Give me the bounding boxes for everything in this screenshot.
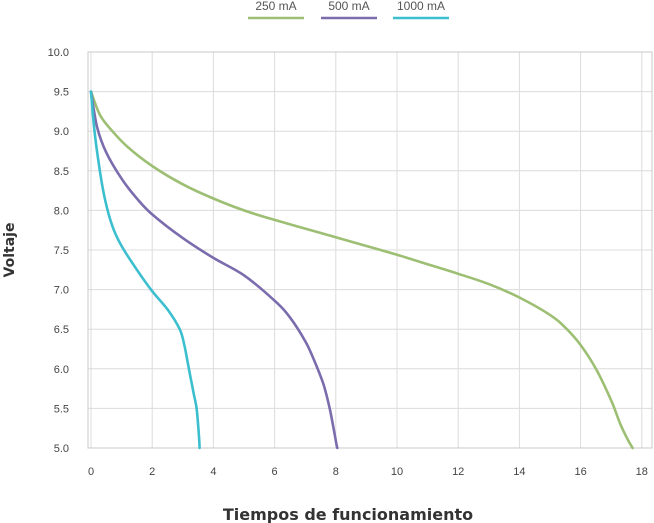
legend: 250 mA 500 mA 1000 mA (248, 0, 449, 20)
x-tick-label: 12 (452, 466, 464, 478)
y-tick-label: 6.0 (54, 364, 69, 376)
series-line (89, 90, 201, 450)
y-tick-label: 5.0 (54, 443, 69, 455)
x-tick-label: 2 (149, 466, 155, 478)
series-layer (89, 90, 634, 450)
y-tick-label: 8.5 (54, 166, 69, 178)
y-tick-label: 8.0 (54, 205, 69, 217)
y-tick-label: 7.5 (54, 245, 69, 257)
x-tick-labels: 0 2 4 6 8 10 12 14 16 18 (88, 466, 648, 478)
y-tick-label: 10.0 (48, 47, 69, 59)
grid (88, 51, 652, 449)
y-tick-labels: 5.0 5.5 6.0 6.5 7.0 7.5 8.0 8.5 9.0 9.5 10.0 (48, 47, 69, 455)
y-tick-label: 5.5 (54, 403, 69, 415)
plot-frame (87, 51, 653, 449)
x-tick-label: 6 (272, 466, 278, 478)
legend-label: 1000 mA (397, 0, 445, 13)
legend-label: 250 mA (255, 0, 296, 13)
y-tick-label: 9.5 (54, 87, 69, 99)
x-tick-label: 10 (391, 466, 403, 478)
x-tick-label: 0 (88, 466, 94, 478)
y-tick-label: 7.0 (54, 285, 69, 297)
series-line (89, 90, 339, 450)
x-tick-label: 18 (636, 466, 648, 478)
legend-label: 500 mA (328, 0, 369, 13)
x-tick-label: 14 (513, 466, 525, 478)
y-tick-label: 6.5 (54, 324, 69, 336)
x-axis-title: Tiempos de funcionamiento (223, 505, 473, 523)
y-axis-title: Voltaje (2, 223, 18, 278)
x-tick-label: 8 (333, 466, 339, 478)
x-tick-label: 16 (574, 466, 586, 478)
x-tick-label: 4 (210, 466, 216, 478)
y-tick-label: 9.0 (54, 126, 69, 138)
series-line (89, 90, 634, 450)
